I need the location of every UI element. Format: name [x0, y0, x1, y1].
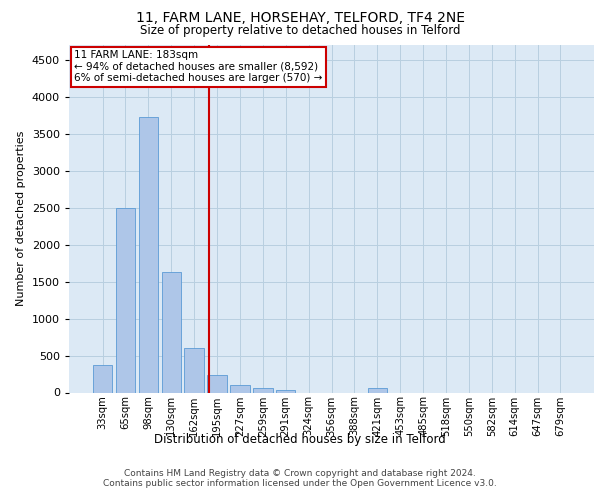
Bar: [139, 118, 158, 392]
Text: Size of property relative to detached houses in Telford: Size of property relative to detached ho…: [140, 24, 460, 37]
Bar: [253, 388, 272, 392]
Bar: [116, 208, 135, 392]
Text: 11 FARM LANE: 183sqm
← 94% of detached houses are smaller (8,592)
6% of semi-det: 11 FARM LANE: 183sqm ← 94% of detached h…: [74, 50, 323, 84]
Bar: [230, 384, 250, 392]
Bar: [368, 388, 387, 392]
Bar: [93, 365, 112, 392]
Bar: [161, 272, 181, 392]
Text: Distribution of detached houses by size in Telford: Distribution of detached houses by size …: [154, 432, 446, 446]
Text: 11, FARM LANE, HORSEHAY, TELFORD, TF4 2NE: 11, FARM LANE, HORSEHAY, TELFORD, TF4 2N…: [136, 11, 464, 25]
Bar: [208, 376, 227, 392]
Bar: [184, 348, 204, 393]
Text: Contains HM Land Registry data © Crown copyright and database right 2024.
Contai: Contains HM Land Registry data © Crown c…: [103, 469, 497, 488]
Bar: [276, 390, 295, 392]
Y-axis label: Number of detached properties: Number of detached properties: [16, 131, 26, 306]
